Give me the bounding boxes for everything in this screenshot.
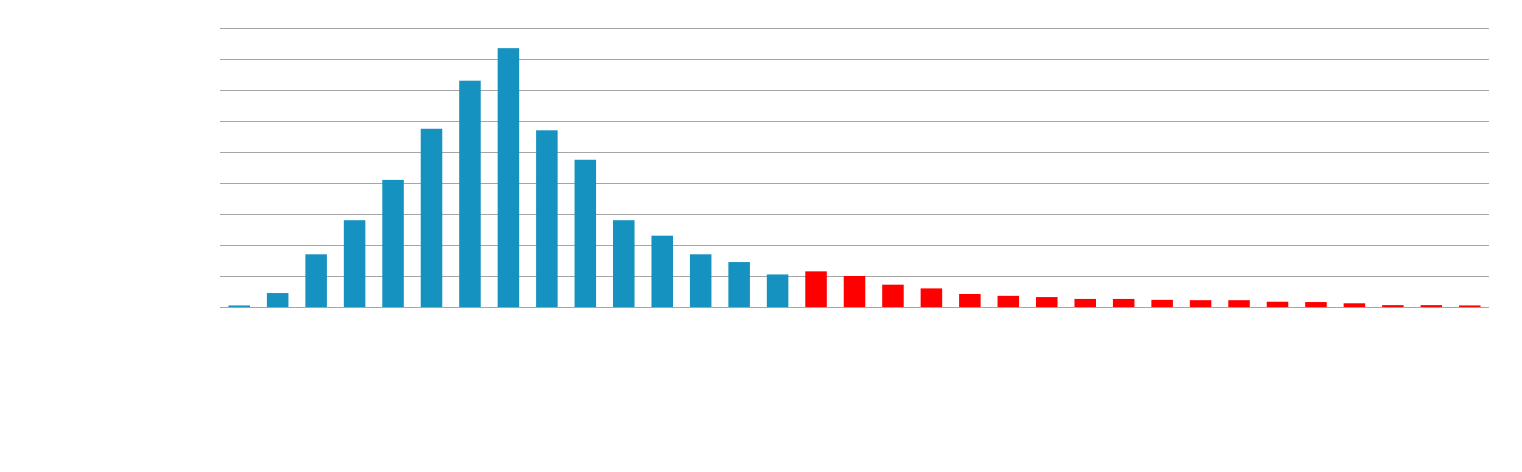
bar-3	[305, 254, 327, 307]
bar-32	[1420, 305, 1443, 307]
bar-19	[920, 288, 943, 307]
bar-9	[536, 130, 558, 307]
bar-27	[1228, 300, 1250, 307]
bar-2	[266, 293, 289, 307]
bar-6	[420, 128, 443, 307]
bar-17	[843, 276, 866, 307]
bar-13	[689, 254, 712, 307]
bar-33	[1459, 305, 1481, 307]
bar-8	[497, 48, 520, 308]
bar-7	[459, 80, 481, 307]
bar-12	[651, 235, 673, 307]
bar-5	[382, 179, 404, 307]
bar-29	[1305, 302, 1327, 307]
bar-10	[574, 159, 597, 307]
bar-20	[959, 293, 981, 307]
bar-11	[613, 220, 635, 307]
bar-16	[805, 271, 827, 307]
bar-18	[882, 284, 904, 307]
bar-4	[343, 220, 366, 307]
bar-31	[1382, 305, 1404, 307]
bar-25	[1151, 299, 1173, 307]
bar-23	[1074, 298, 1096, 307]
bar-15	[766, 274, 789, 307]
bar-14	[728, 262, 750, 307]
bars	[228, 48, 1481, 308]
bar-26	[1189, 300, 1212, 307]
bar-28	[1266, 301, 1289, 307]
bar-1	[228, 305, 250, 307]
bar-21	[997, 295, 1020, 307]
bar-24	[1112, 298, 1135, 307]
bar-22	[1036, 297, 1058, 307]
bar-30	[1343, 303, 1366, 307]
gridlines	[220, 28, 1489, 308]
